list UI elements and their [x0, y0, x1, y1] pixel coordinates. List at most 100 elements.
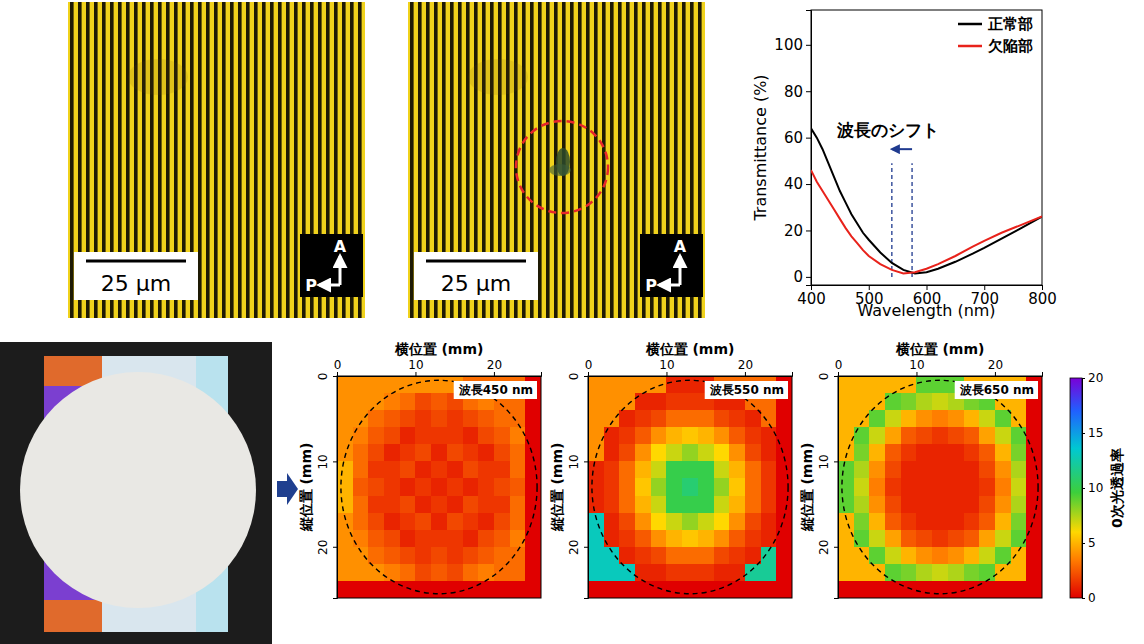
cell [510, 530, 526, 548]
cell [431, 461, 447, 479]
cell [651, 393, 667, 411]
cell [494, 410, 510, 428]
cell [698, 530, 714, 548]
cell [745, 478, 761, 496]
cell [635, 461, 651, 479]
cell [588, 410, 604, 428]
cell [682, 581, 698, 598]
tick-mark [415, 372, 416, 376]
tick-label: 100 [774, 36, 803, 54]
cell [948, 547, 964, 565]
cell [619, 410, 635, 428]
cell [995, 427, 1011, 445]
cell [635, 478, 651, 496]
cell [431, 513, 447, 531]
cell [838, 410, 854, 428]
cell [368, 547, 384, 565]
colorbar: 051015200次光透過率 [1070, 371, 1125, 605]
cell [964, 547, 980, 565]
cell [368, 496, 384, 514]
cell [932, 461, 948, 479]
tick-label: 10 [909, 358, 924, 372]
cell [854, 547, 870, 565]
micrograph: 25 µmAP [408, 2, 705, 318]
cell [838, 478, 854, 496]
stripe [602, 2, 606, 318]
cell [729, 513, 745, 531]
tick-mark [1082, 598, 1085, 599]
tick-label: 800 [1028, 290, 1057, 308]
cell [635, 376, 651, 394]
colorbar-ramp [1070, 378, 1082, 598]
heatmap: 0102001020横位置 (mm)縦位置 (mm)波長450 nm [298, 341, 542, 599]
cell [1011, 547, 1027, 565]
cell [729, 461, 745, 479]
cell [604, 547, 620, 565]
cell [948, 530, 964, 548]
cell [698, 564, 714, 582]
tick-mark [333, 376, 337, 377]
legend: 正常部欠陥部 [958, 15, 1033, 55]
cell [494, 478, 510, 496]
cell [901, 547, 917, 565]
cell [619, 393, 635, 411]
tick-label: 20 [1088, 371, 1103, 385]
cell [916, 478, 932, 496]
cell [604, 581, 620, 598]
legend-swatch [958, 45, 982, 48]
cell [400, 547, 416, 565]
cell [964, 461, 980, 479]
axis-line [584, 377, 589, 599]
cell [619, 564, 635, 582]
cell [494, 461, 510, 479]
cell [698, 478, 714, 496]
cell [869, 478, 885, 496]
cell [666, 478, 682, 496]
cell [838, 461, 854, 479]
axis: 01020 [567, 373, 589, 599]
cell [995, 444, 1011, 462]
y-axis-title: 縦位置 (mm) [549, 443, 565, 533]
cell [761, 530, 777, 548]
stripe [546, 2, 550, 318]
tick-mark [588, 372, 589, 376]
cell [901, 461, 917, 479]
analyzer-arrow [679, 256, 682, 285]
stripe [618, 2, 622, 318]
cell [494, 530, 510, 548]
tick: 800 [1028, 285, 1057, 308]
cell [885, 393, 901, 411]
cell [510, 581, 526, 598]
cell [651, 444, 667, 462]
cell [478, 547, 494, 565]
cell [525, 496, 541, 514]
cell [666, 530, 682, 548]
y-axis-title: 縦位置 (mm) [799, 443, 815, 533]
scale-bar-label: 25 µm [101, 271, 171, 296]
cell [682, 461, 698, 479]
cell [494, 513, 510, 531]
axis: 01020 [585, 358, 793, 377]
cell [745, 530, 761, 548]
cell [337, 496, 353, 514]
tick-mark [806, 138, 811, 139]
cell [682, 444, 698, 462]
tick-label: 0 [585, 358, 593, 372]
cell [932, 444, 948, 462]
panel-label: 波長450 nm [458, 383, 533, 397]
analyzer-arrow [339, 256, 342, 285]
cell [619, 547, 635, 565]
cell [714, 564, 730, 582]
label-box [454, 381, 537, 399]
wafer-photo [0, 342, 272, 644]
cell [901, 581, 917, 598]
cell [885, 530, 901, 548]
cell [838, 393, 854, 411]
stripe [278, 2, 282, 318]
cell [494, 427, 510, 445]
cell [729, 564, 745, 582]
cell [384, 427, 400, 445]
cell [415, 444, 431, 462]
axis: 05101520 [1082, 371, 1103, 605]
cell [869, 410, 885, 428]
